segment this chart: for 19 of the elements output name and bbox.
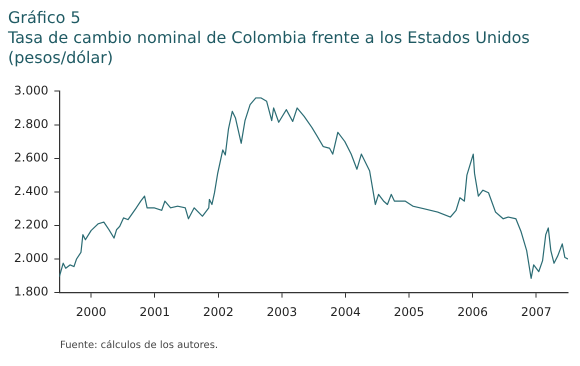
y-axis-title: (pesos/dólar) — [8, 48, 114, 68]
chart-subtitle: Tasa de cambio nominal de Colombia frente a los Estados Unidos — [8, 28, 531, 48]
x-tick-label: 2003 — [266, 304, 298, 319]
x-tick-label: 2006 — [457, 304, 488, 319]
y-tick-label: 2.600 — [14, 150, 48, 164]
y-tick-label: 2.000 — [14, 251, 48, 266]
y-tick-label: 2.400 — [14, 184, 48, 198]
y-tick-label: 1.800 — [14, 284, 48, 299]
y-tick-label: 2.200 — [14, 218, 48, 232]
x-tick-label: 2001 — [139, 304, 170, 319]
x-tick-label: 2005 — [394, 304, 424, 319]
source-note: Fuente: cálculos de los autores. — [60, 340, 220, 351]
x-tick-label: 2002 — [203, 304, 234, 319]
x-tick-label: 2007 — [520, 304, 552, 319]
x-tick-label: 2000 — [76, 304, 106, 319]
y-tick-label: 3.000 — [14, 83, 48, 98]
chart-title: Gráfico 5 — [8, 8, 82, 28]
x-tick-label: 2004 — [330, 304, 361, 319]
y-tick-label: 2.800 — [14, 116, 48, 131]
